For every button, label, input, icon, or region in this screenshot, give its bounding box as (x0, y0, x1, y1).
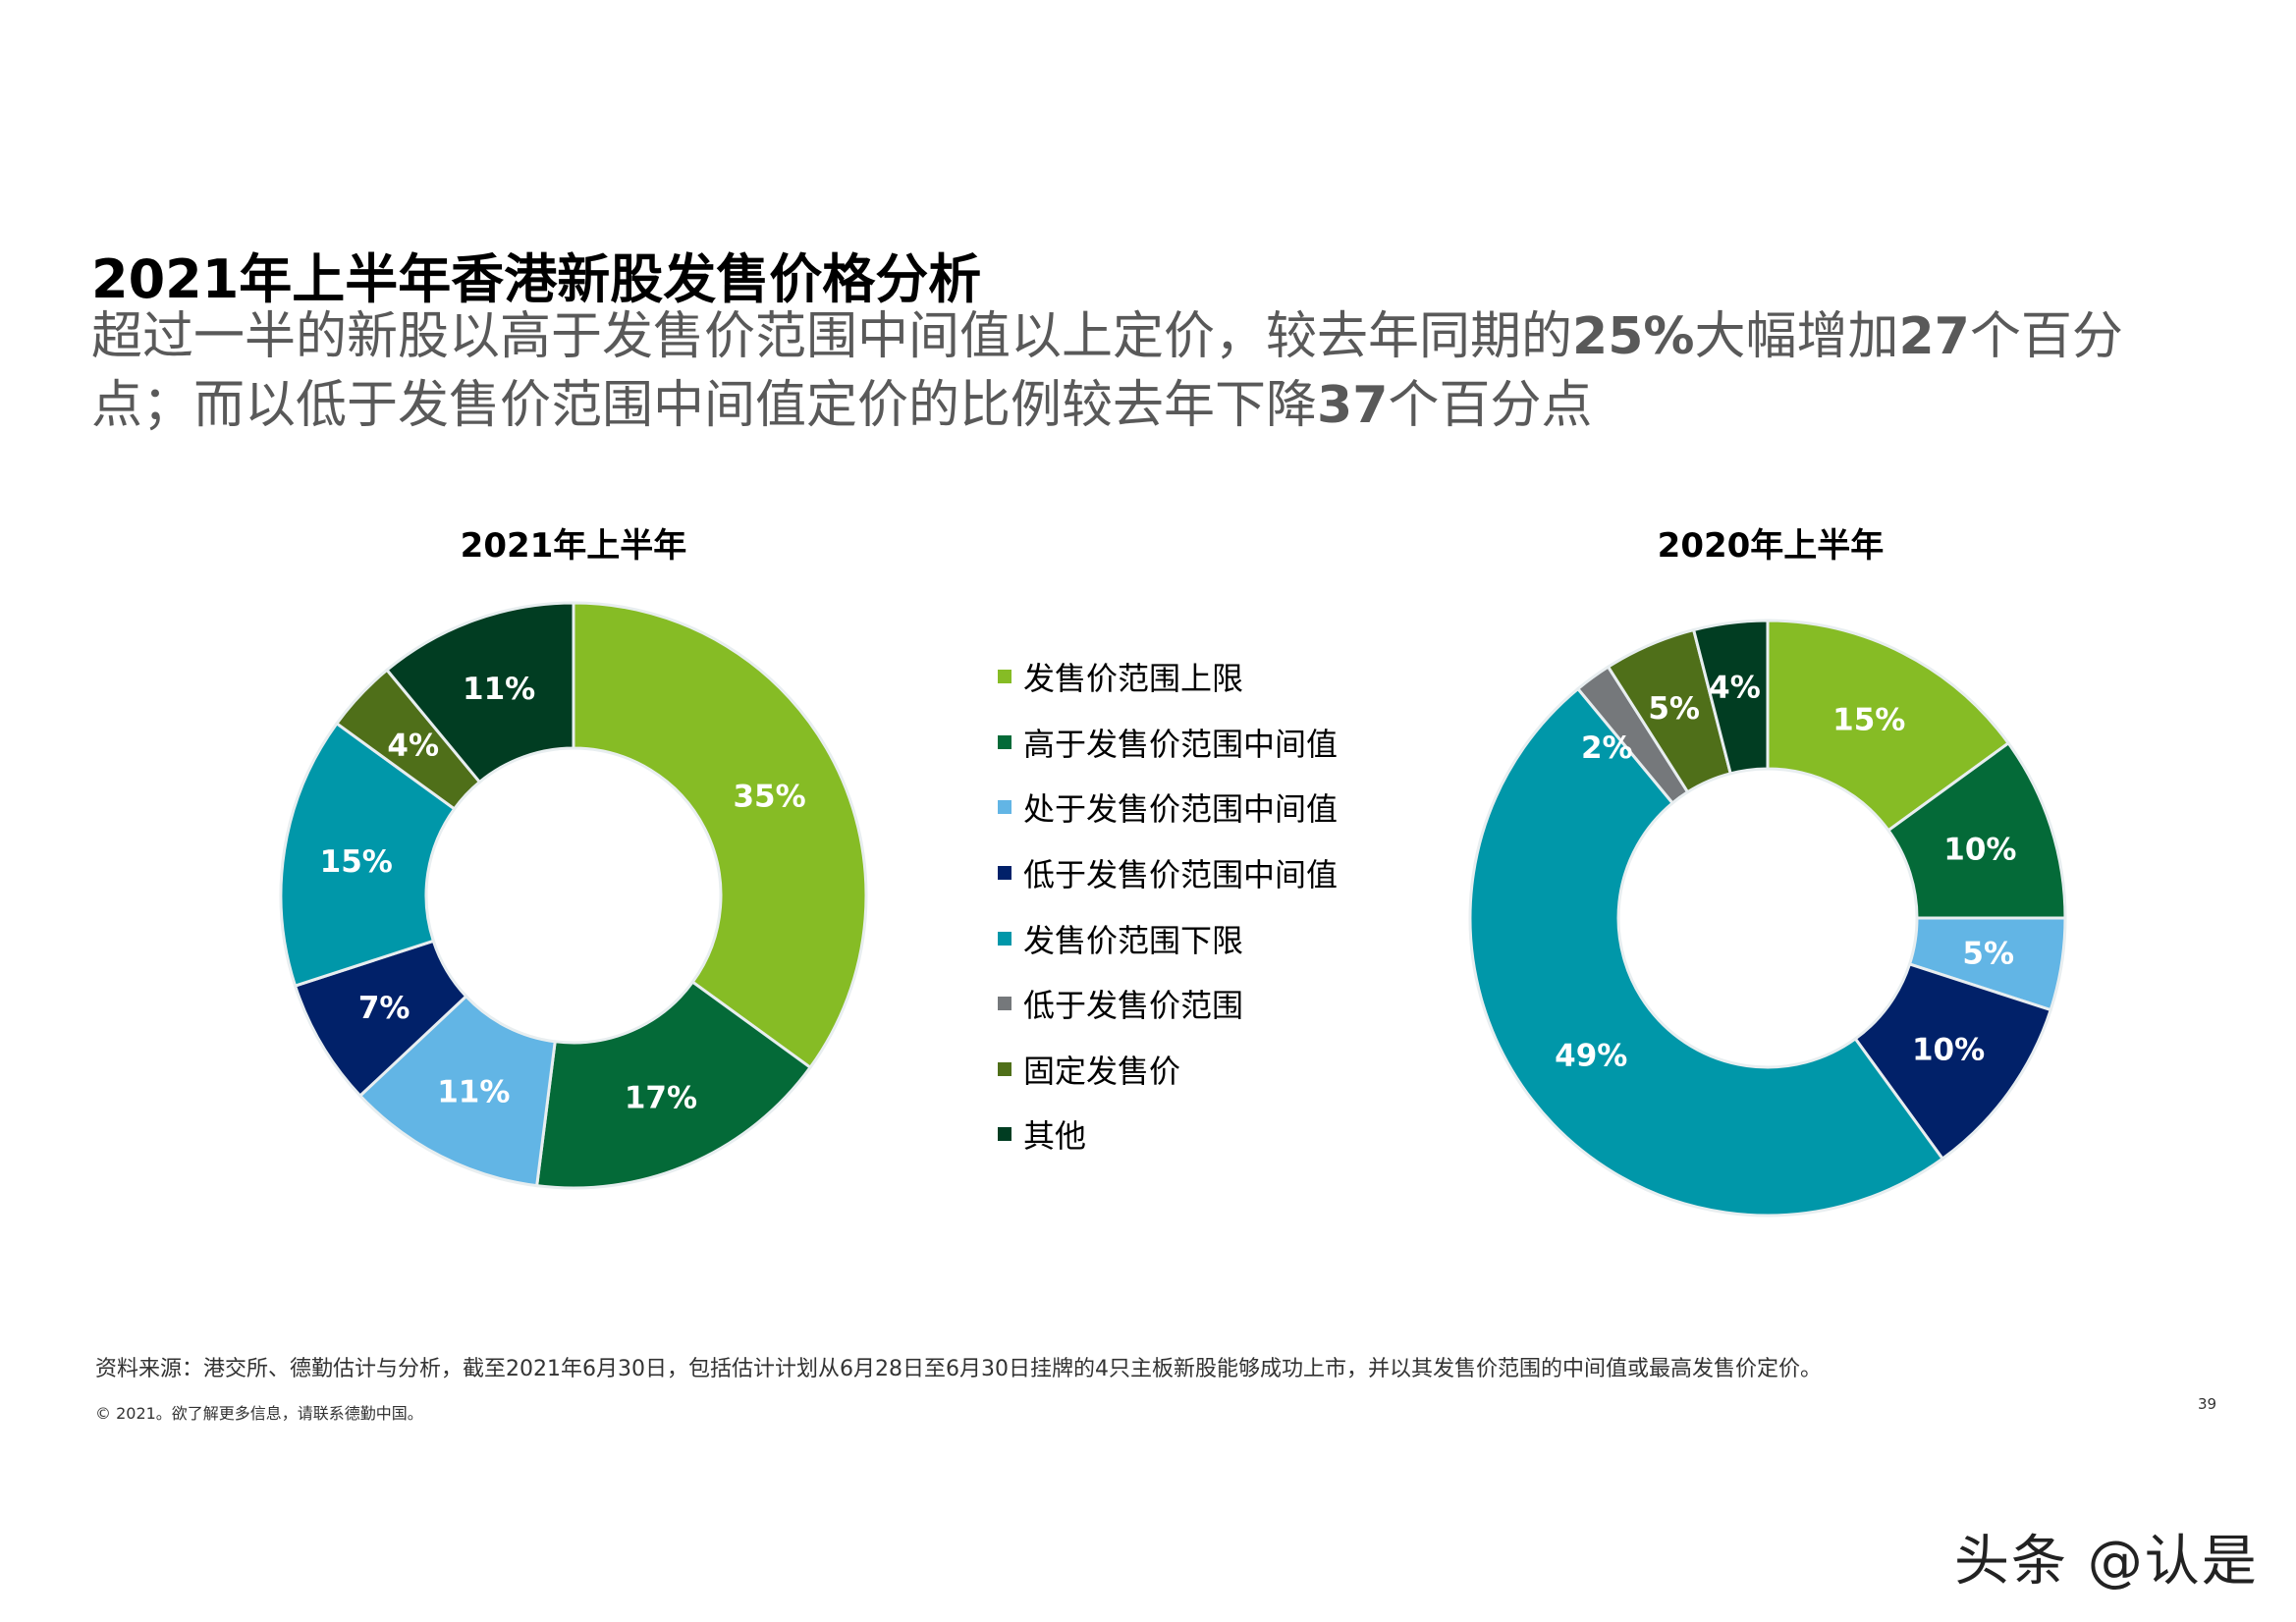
subtitle-highlight: 37 (1317, 376, 1389, 435)
legend-swatch (998, 931, 1011, 946)
donut-slice (279, 721, 457, 988)
legend-swatch (998, 1061, 1011, 1076)
legend-label: 固定发售价 (1023, 1052, 1181, 1090)
legend-item: 低于发售价范围中间值 (998, 840, 1338, 906)
legend: 发售价范围上限 高于发售价范围中间值 处于发售价范围中间值 低于发售价范围中间值… (998, 644, 1338, 1167)
legend-label: 处于发售价范围中间值 (1023, 790, 1339, 829)
data-label: 17% (625, 1081, 697, 1116)
data-label: 4% (387, 729, 439, 764)
donut-slice (1691, 619, 1770, 776)
legend-swatch (998, 997, 1011, 1011)
chart-title-2020: 2020年上半年 (1657, 526, 1885, 566)
donut-slice (384, 601, 575, 784)
legend-swatch (998, 1127, 1011, 1142)
chart-title-2021: 2021年上半年 (460, 526, 687, 566)
legend-item: 发售价范围上限 (998, 644, 1338, 710)
legend-label: 低于发售价范围中间值 (1023, 856, 1339, 894)
watermark: 头条 @认是 (1954, 1530, 2259, 1594)
legend-swatch (998, 866, 1011, 881)
donut-slice (572, 601, 868, 1070)
legend-swatch (998, 800, 1011, 815)
donut-slice (534, 980, 813, 1190)
data-label: 10% (1912, 1033, 1985, 1068)
data-label: 7% (358, 991, 410, 1026)
data-label: 11% (463, 672, 535, 707)
subtitle-text: 大幅增加 (1694, 307, 1899, 366)
legend-label: 其他 (1023, 1117, 1087, 1156)
subtitle-text: 超过一半的新股以高于发售价范围中间值以上定价，较去年同期的 (91, 307, 1573, 366)
data-label: 15% (1832, 702, 1905, 737)
data-label: 15% (320, 844, 393, 880)
data-label: 2% (1581, 730, 1633, 766)
page-subtitle: 超过一半的新股以高于发售价范围中间值以上定价，较去年同期的25%大幅增加27个百… (91, 302, 2203, 440)
legend-item: 固定发售价 (998, 1037, 1338, 1103)
subtitle-text: 个百分点；而以低于发售价范围中间值定价的比例较去年下降 (91, 307, 2123, 435)
legend-label: 发售价范围下限 (1023, 921, 1244, 959)
source-note: 资料来源：港交所、德勤估计与分析，截至2021年6月30日，包括估计计划从6月2… (95, 1357, 1822, 1381)
subtitle-text: 个百分点 (1388, 376, 1593, 435)
data-label: 49% (1555, 1038, 1627, 1073)
data-label: 11% (437, 1075, 510, 1110)
legend-item: 发售价范围下限 (998, 905, 1338, 971)
legend-item: 低于发售价范围 (998, 971, 1338, 1037)
legend-item: 高于发售价范围中间值 (998, 710, 1338, 776)
subtitle-highlight: 25% (1572, 307, 1695, 366)
legend-label: 低于发售价范围 (1023, 987, 1244, 1025)
legend-item: 处于发售价范围中间值 (998, 775, 1338, 840)
donut-slice (1766, 619, 2011, 833)
copyright: © 2021。欲了解更多信息，请联系德勤中国。 (95, 1404, 423, 1423)
data-label: 5% (1962, 937, 2014, 972)
data-label: 35% (733, 779, 805, 814)
data-label: 4% (1709, 670, 1761, 705)
donut-slice (1468, 686, 1945, 1217)
data-label: 10% (1943, 833, 2016, 868)
page-number: 39 (2198, 1395, 2217, 1413)
legend-swatch (998, 670, 1011, 684)
legend-item: 其他 (998, 1102, 1338, 1167)
legend-label: 高于发售价范围中间值 (1023, 725, 1339, 763)
legend-label: 发售价范围上限 (1023, 660, 1244, 698)
legend-swatch (998, 734, 1011, 749)
data-label: 5% (1648, 691, 1700, 727)
page-title: 2021年上半年香港新股发售价格分析 (91, 248, 982, 310)
subtitle-highlight: 27 (1898, 307, 1970, 366)
